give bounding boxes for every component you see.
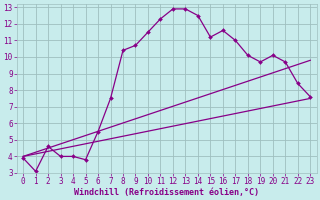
X-axis label: Windchill (Refroidissement éolien,°C): Windchill (Refroidissement éolien,°C) [74, 188, 259, 197]
